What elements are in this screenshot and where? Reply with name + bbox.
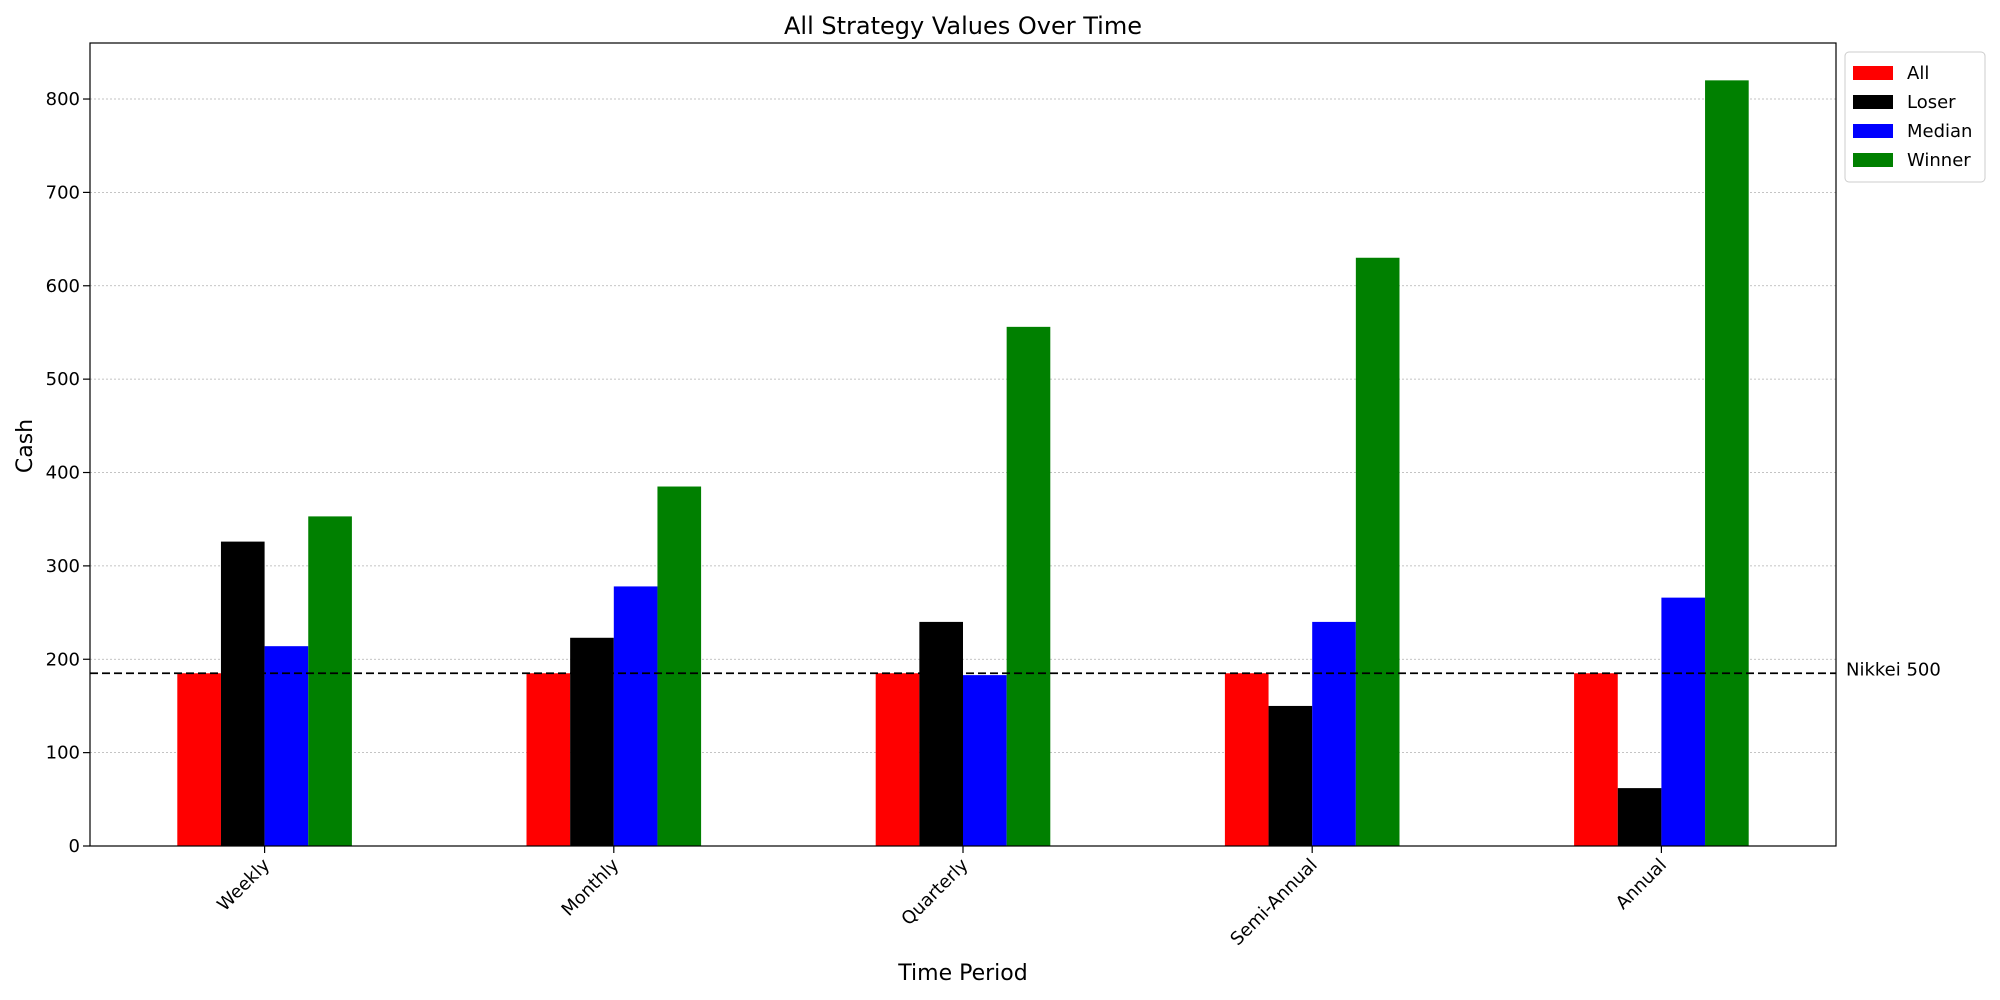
y-tick-label: 400: [46, 463, 80, 484]
bar-median-annual: [1661, 597, 1706, 846]
legend-box: [1844, 51, 1986, 183]
y-tick-label: 100: [46, 743, 80, 764]
y-tick-label: 200: [46, 649, 80, 670]
reference-line-group: Nikkei 500: [90, 659, 1941, 680]
bar-loser-monthly: [570, 637, 614, 846]
y-tick-label: 300: [46, 556, 80, 577]
x-tick-label: Annual: [1612, 855, 1671, 914]
bar-loser-weekly: [220, 541, 265, 846]
y-tick-label: 600: [46, 276, 80, 297]
y-axis: 0 100 200 300 400 500 600 700 800: [46, 89, 90, 857]
legend-label-loser: Loser: [1907, 92, 1956, 113]
reference-line-label: Nikkei 500: [1846, 659, 1941, 680]
legend-label-winner: Winner: [1907, 150, 1971, 171]
legend-swatch-all: [1853, 66, 1893, 80]
y-tick-label: 700: [46, 182, 80, 203]
chart-title: All Strategy Values Over Time: [784, 12, 1142, 40]
bar-all-quarterly: [875, 673, 920, 846]
y-axis-title: Cash: [13, 419, 38, 473]
x-tick-label: Semi-Annual: [1226, 855, 1321, 950]
y-tick-label: 800: [46, 89, 80, 110]
legend-swatch-median: [1853, 124, 1893, 138]
bar-all-semi-annual: [1224, 673, 1269, 846]
x-tick-label: Quarterly: [897, 854, 972, 929]
y-tick-label: 0: [69, 836, 80, 857]
legend-swatch-winner: [1853, 153, 1893, 167]
bar-winner-annual: [1705, 80, 1749, 847]
legend-swatch-loser: [1853, 95, 1893, 109]
bar-all-weekly: [177, 673, 221, 846]
bar-winner-weekly: [308, 516, 352, 846]
x-tick-label: Monthly: [558, 854, 624, 920]
bar-winner-quarterly: [1006, 326, 1051, 846]
bar-all-annual: [1574, 673, 1618, 846]
bar-loser-semi-annual: [1268, 705, 1313, 846]
x-axis-title: Time Period: [897, 961, 1027, 986]
bar-median-weekly: [264, 646, 309, 846]
bar-winner-monthly: [657, 486, 702, 846]
legend: All Loser Median Winner: [1844, 51, 1986, 183]
bar-winner-semi-annual: [1355, 257, 1400, 846]
x-tick-label: Weekly: [213, 854, 274, 915]
legend-label-median: Median: [1907, 121, 1972, 142]
bar-median-quarterly: [963, 675, 1007, 846]
x-axis: Weekly Monthly Quarterly Semi-Annual Annual: [213, 846, 1671, 950]
y-tick-label: 500: [46, 369, 80, 390]
legend-label-all: All: [1907, 63, 1929, 84]
bars-group: [177, 80, 1749, 847]
bar-median-monthly: [613, 586, 658, 846]
bar-all-monthly: [526, 673, 571, 846]
bar-loser-annual: [1617, 788, 1662, 846]
bar-median-semi-annual: [1312, 621, 1356, 846]
bar-loser-quarterly: [919, 621, 963, 846]
